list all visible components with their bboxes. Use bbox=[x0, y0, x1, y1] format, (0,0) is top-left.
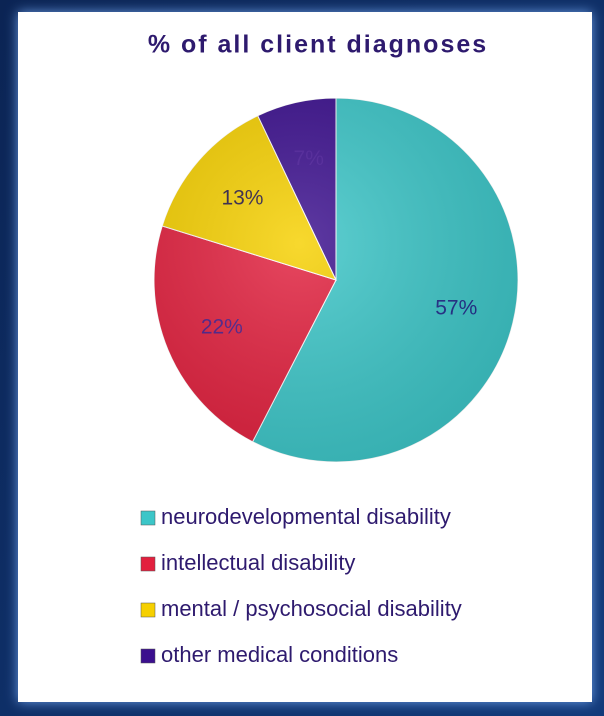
legend-label: mental / psychosocial disability bbox=[161, 596, 462, 621]
data-label: 22% bbox=[201, 315, 243, 338]
legend-swatch bbox=[140, 510, 156, 526]
data-label: 13% bbox=[221, 187, 263, 210]
data-label: 57% bbox=[435, 297, 477, 320]
data-label: 7% bbox=[294, 147, 324, 170]
legend-label: intellectual disability bbox=[161, 550, 355, 575]
legend-label: neurodevelopmental disability bbox=[161, 504, 451, 529]
legend-label: other medical conditions bbox=[161, 642, 398, 667]
chart-title: % of all client diagnoses bbox=[148, 31, 488, 59]
legend-swatch bbox=[140, 648, 156, 664]
legend-swatch bbox=[140, 556, 156, 572]
legend-swatch bbox=[140, 602, 156, 618]
